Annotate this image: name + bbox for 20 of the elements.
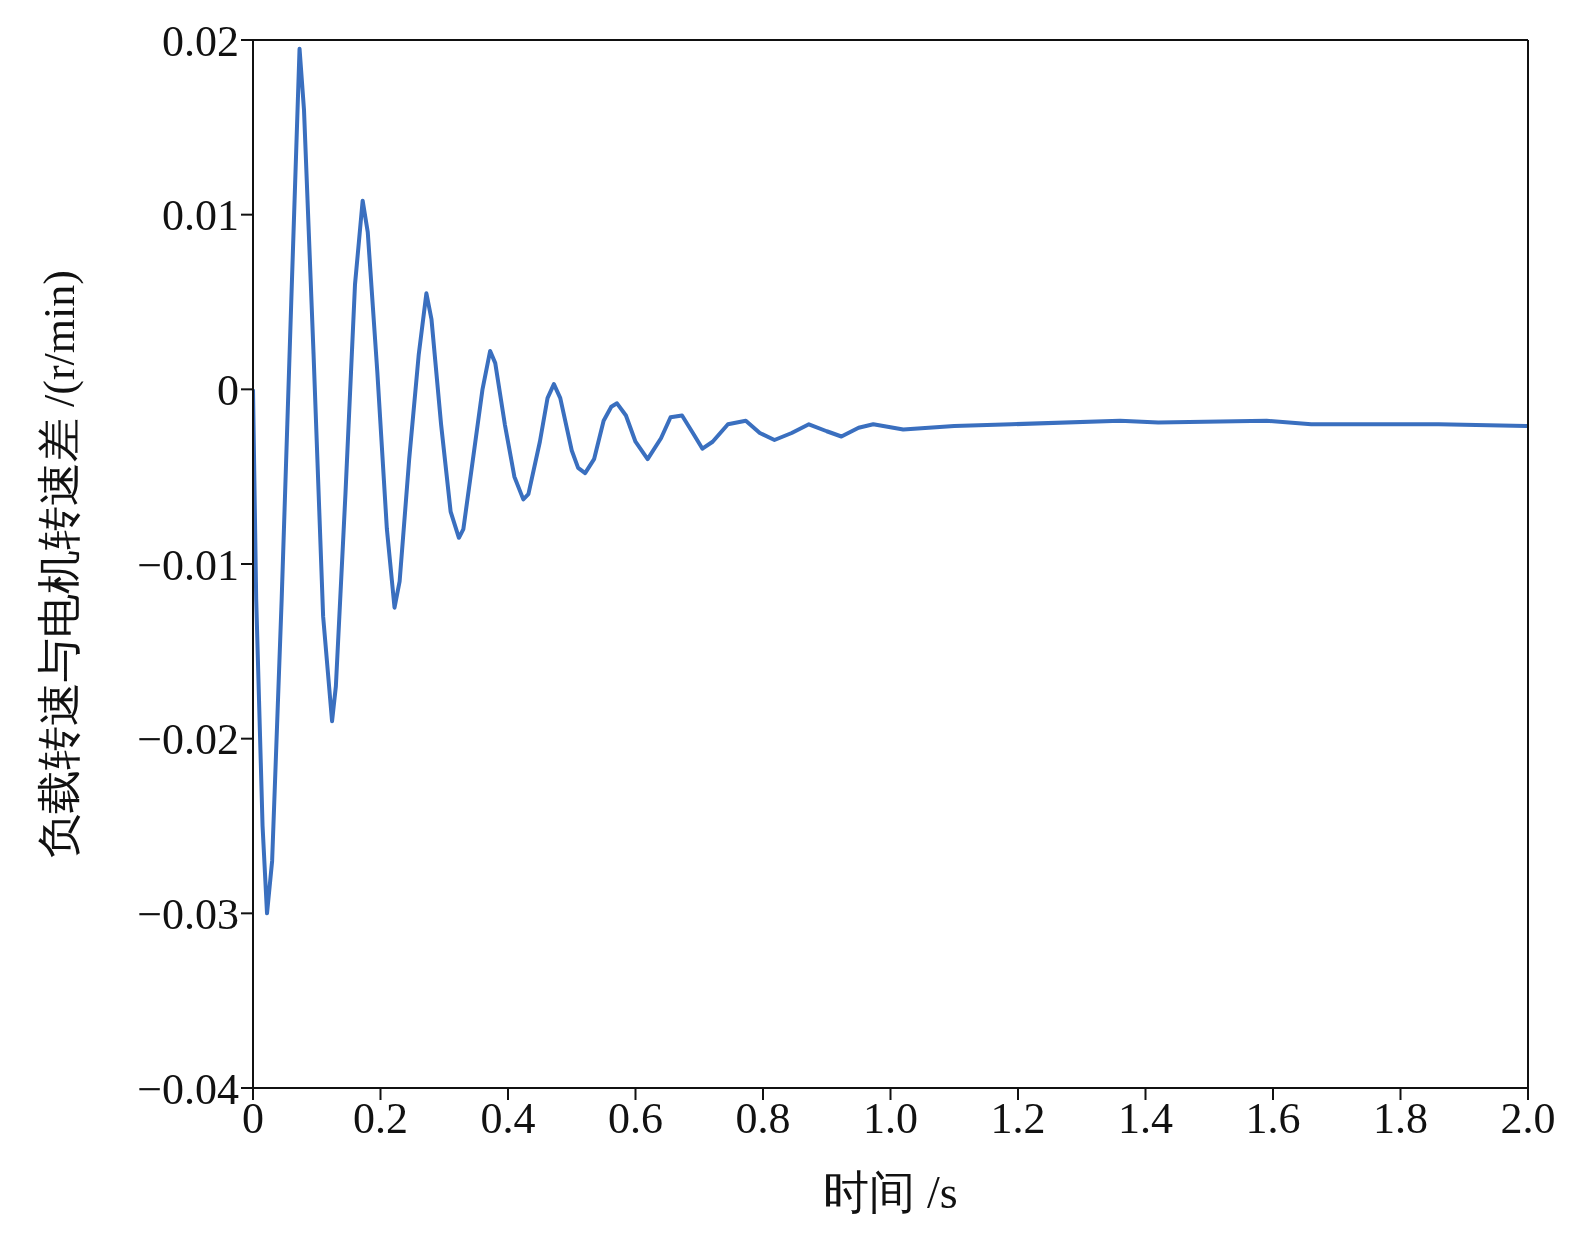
line-series <box>253 46 1528 916</box>
x-tick-label: 1.0 <box>863 1094 918 1144</box>
x-tick-label: 0.4 <box>480 1094 536 1144</box>
x-tick-label: 1.4 <box>1118 1094 1173 1144</box>
x-axis-title: 时间 /s <box>823 1167 958 1218</box>
y-tick-label: −0.02 <box>137 715 239 765</box>
y-tick-label: −0.03 <box>137 889 239 939</box>
x-tick-label: 0.2 <box>353 1094 408 1144</box>
y-tick-label: −0.01 <box>137 540 239 590</box>
x-tick-label: 2.0 <box>1500 1094 1556 1144</box>
y-axis-title: 负载转速与电机转速差 /(r/min) <box>34 270 84 858</box>
y-tick-label: 0.02 <box>162 16 239 66</box>
x-tick-label: 0.6 <box>608 1094 663 1144</box>
x-tick-label: 1.6 <box>1245 1094 1301 1144</box>
y-tick-label: −0.04 <box>137 1064 239 1114</box>
x-tick-label: 0.8 <box>735 1094 791 1144</box>
y-tick-label: 0.01 <box>162 191 239 241</box>
y-tick-label: 0 <box>217 365 239 415</box>
x-tick-label: 1.8 <box>1373 1094 1428 1144</box>
x-tick-label: 1.2 <box>990 1094 1046 1144</box>
